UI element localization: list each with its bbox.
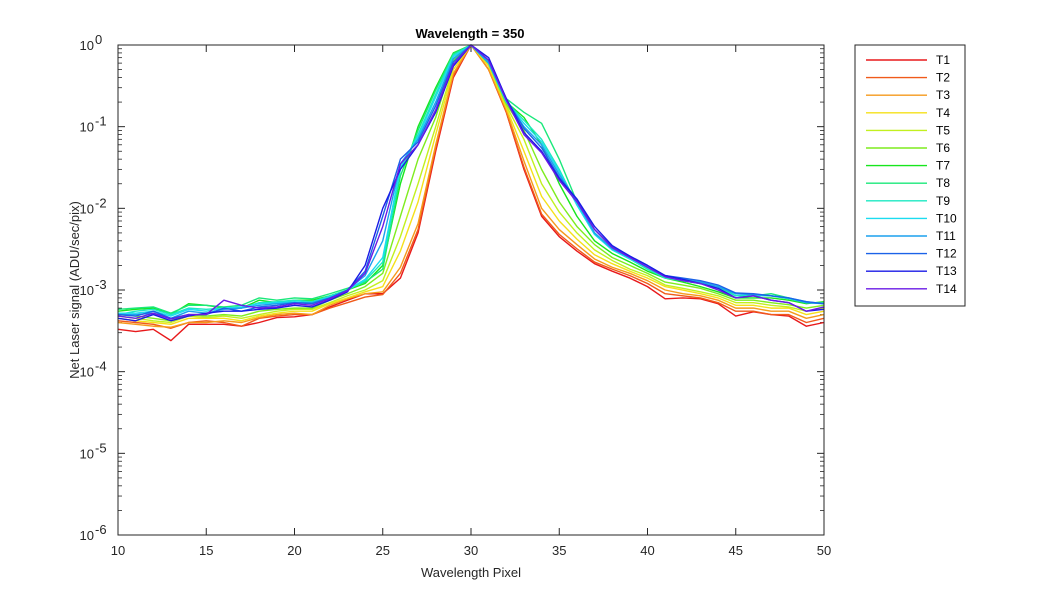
x-tick-label: 30 [464,543,478,558]
legend-label-t7: T7 [936,159,950,173]
x-tick-labels: 10 15 20 25 30 35 40 45 50 [111,543,831,558]
y-tick-label-exponent: -3 [95,277,107,292]
y-axis-label: Net Laser signal (ADU/sec/pix) [67,201,82,379]
y-tick-label-exponent: -1 [95,114,107,129]
legend-label-t9: T9 [936,194,950,208]
y-tick-label: 10 [80,283,94,298]
legend-label-t1: T1 [936,53,950,67]
y-tick-label-exponent: -4 [95,359,107,374]
x-tick-label: 15 [199,543,213,558]
legend-label-t6: T6 [936,141,950,155]
y-tick-label: 10 [80,446,94,461]
x-tick-label: 25 [376,543,390,558]
legend-label-t8: T8 [936,176,950,190]
y-tick-label: 10 [80,120,94,135]
legend-label-t3: T3 [936,88,950,102]
y-tick-label-exponent: 0 [95,32,102,47]
y-tick-label: 10 [80,38,94,53]
x-tick-label: 40 [640,543,654,558]
y-tick-label: 10 [80,201,94,216]
legend-label-t12: T12 [936,247,957,261]
x-tick-label: 50 [817,543,831,558]
legend-label-t5: T5 [936,123,950,137]
x-tick-label: 35 [552,543,566,558]
legend-box [854,44,966,307]
chart-title: Wavelength = 350 [416,26,525,41]
y-tick-label-exponent: -2 [95,195,107,210]
legend-label-t4: T4 [936,106,950,120]
legend-label-t10: T10 [936,211,957,225]
legend-label-t11: T11 [936,229,956,243]
y-tick-label-exponent: -5 [95,440,107,455]
y-tick-label-exponent: -6 [95,522,107,537]
legend-label-t2: T2 [936,71,950,85]
y-tick-label: 10 [80,528,94,543]
x-tick-label: 45 [729,543,743,558]
x-axis-label: Wavelength Pixel [421,565,521,580]
legend-label-t13: T13 [936,264,957,278]
x-tick-label: 10 [111,543,125,558]
legend: T1 T2 T3 T4 T5 T6 T7 T8 T9 T10 T11 T12 T13 T14 [854,44,966,307]
legend-label-t14: T14 [936,282,957,296]
legend-entries: T1 T2 T3 T4 T5 T6 T7 T8 T9 T10 T11 T12 T13 T14 [866,53,957,296]
x-tick-label: 20 [287,543,301,558]
y-tick-label: 10 [80,365,94,380]
plot-frame [117,44,825,536]
